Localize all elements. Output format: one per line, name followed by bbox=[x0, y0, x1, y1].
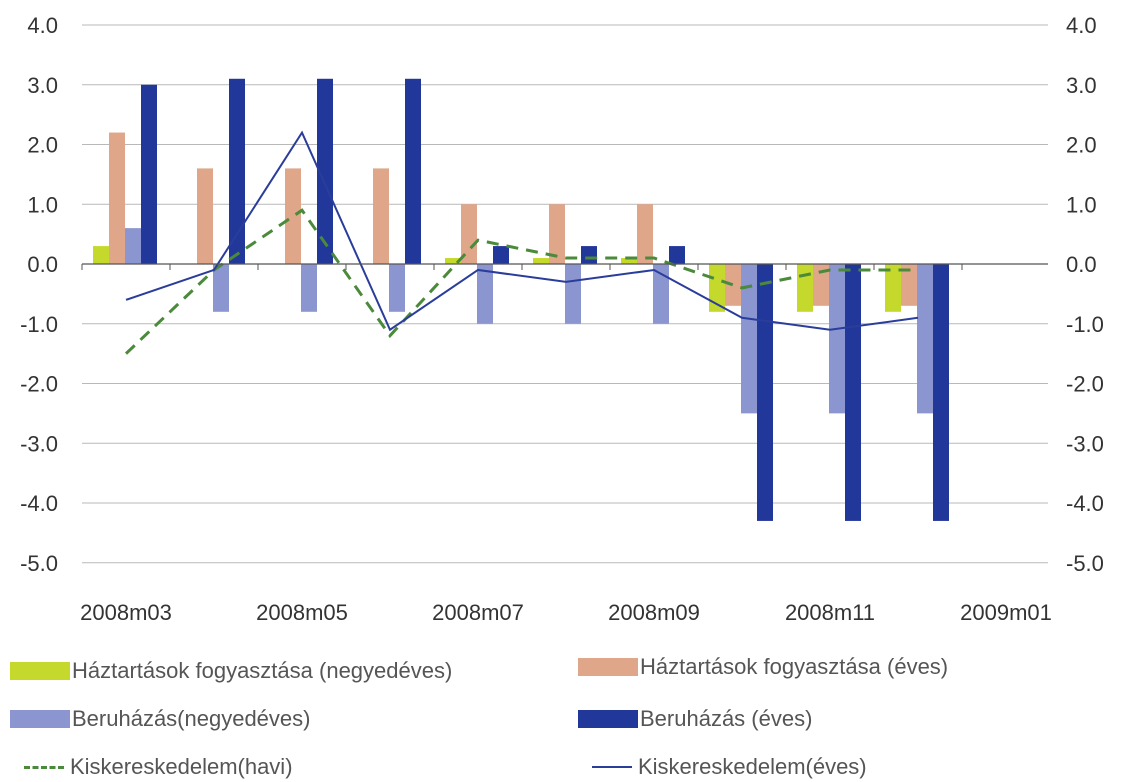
bar bbox=[621, 258, 637, 264]
bar bbox=[725, 264, 741, 306]
x-tick-label: 2008m11 bbox=[785, 600, 875, 625]
bar bbox=[669, 246, 685, 264]
y-tick-label-right: 1.0 bbox=[1066, 192, 1097, 217]
x-tick-label: 2008m03 bbox=[80, 600, 172, 625]
bar bbox=[533, 258, 549, 264]
bar bbox=[549, 204, 565, 264]
y-tick-label-left: 2.0 bbox=[27, 133, 58, 158]
bar bbox=[565, 264, 581, 324]
legend-label: Beruházás(negyedéves) bbox=[72, 706, 311, 731]
x-tick-label: 2008m09 bbox=[608, 600, 700, 625]
legend-item-hf-eves: Háztartások fogyasztása (éves) bbox=[578, 654, 948, 680]
bar bbox=[829, 264, 845, 414]
legend-label: Kiskereskedelem(éves) bbox=[638, 754, 867, 779]
legend-label: Kiskereskedelem(havi) bbox=[70, 754, 293, 779]
y-tick-label-right: 4.0 bbox=[1066, 13, 1097, 38]
y-tick-label-right: 3.0 bbox=[1066, 73, 1097, 98]
legend-swatch bbox=[578, 710, 638, 728]
bar bbox=[229, 78, 245, 265]
bar bbox=[653, 264, 669, 324]
y-axis-left: 4.0 3.0 2.0 1.0 0.0 -1.0 -2.0 -3.0 -4.0 -5.0 bbox=[20, 13, 58, 576]
bar bbox=[493, 246, 509, 264]
legend-label: Beruházás (éves) bbox=[640, 706, 813, 731]
bar bbox=[317, 78, 333, 265]
legend-line bbox=[592, 766, 632, 768]
legend-swatch bbox=[10, 662, 70, 680]
legend-swatch bbox=[578, 658, 638, 676]
chart: 4.0 3.0 2.0 1.0 0.0 -1.0 -2.0 -3.0 -4.0 -5.0 4.0 3… bbox=[20, 13, 1104, 625]
bar bbox=[637, 204, 653, 264]
legend-line bbox=[24, 765, 64, 769]
legend-item-kiskereskedelem-havi: Kiskereskedelem(havi) bbox=[24, 754, 293, 780]
bar bbox=[581, 246, 597, 264]
bar bbox=[285, 168, 301, 264]
y-tick-label-left: 3.0 bbox=[27, 73, 58, 98]
bar bbox=[93, 246, 109, 264]
bar-series bbox=[93, 78, 949, 521]
x-axis-labels: 2008m03 2008m05 2008m07 2008m09 2008m11 2009m… bbox=[80, 600, 1052, 625]
y-tick-label-left: -1.0 bbox=[20, 312, 58, 337]
y-axis-right: 4.0 3.0 2.0 1.0 0.0 -1.0 -2.0 -3.0 -4.0 -5.0 bbox=[1066, 13, 1104, 576]
bar bbox=[885, 264, 901, 312]
legend-label: Háztartások fogyasztása (negyedéves) bbox=[72, 658, 453, 683]
legend-item-beruhazas-negyedeves: Beruházás(negyedéves) bbox=[10, 706, 310, 732]
y-tick-label-left: -3.0 bbox=[20, 431, 58, 456]
bar bbox=[213, 264, 229, 312]
y-tick-label-left: -2.0 bbox=[20, 372, 58, 397]
bar bbox=[197, 168, 213, 264]
y-tick-label-right: -3.0 bbox=[1066, 431, 1104, 456]
line-series bbox=[124, 130, 919, 355]
bar bbox=[933, 264, 949, 521]
bar bbox=[709, 264, 725, 312]
legend-item-hf-negyedeves: Háztartások fogyasztása (negyedéves) bbox=[10, 658, 452, 684]
bar bbox=[917, 264, 933, 414]
y-tick-label-right: 2.0 bbox=[1066, 133, 1097, 158]
bar bbox=[813, 264, 829, 306]
x-axis-ticks bbox=[81, 264, 963, 270]
bar bbox=[461, 204, 477, 264]
legend-item-kiskereskedelem-eves: Kiskereskedelem(éves) bbox=[592, 754, 867, 780]
y-tick-label-left: 1.0 bbox=[27, 192, 58, 217]
y-tick-label-left: 0.0 bbox=[27, 252, 58, 277]
line-kiskereskedelem-havi bbox=[124, 208, 918, 355]
y-tick-label-left: -5.0 bbox=[20, 551, 58, 576]
x-tick-label: 2008m05 bbox=[256, 600, 348, 625]
y-tick-label-right: -2.0 bbox=[1066, 372, 1104, 397]
bar bbox=[477, 264, 493, 324]
y-tick-label-right: -1.0 bbox=[1066, 312, 1104, 337]
bar bbox=[141, 84, 157, 264]
bar bbox=[301, 264, 317, 312]
x-tick-label: 2009m01 bbox=[960, 600, 1052, 625]
y-tick-label-left: -4.0 bbox=[20, 491, 58, 516]
bar bbox=[125, 228, 141, 264]
line-kiskereskedelem-eves bbox=[125, 130, 919, 332]
bar bbox=[109, 132, 125, 264]
bar bbox=[757, 264, 773, 521]
bar bbox=[845, 264, 861, 521]
legend: Háztartások fogyasztása (negyedéves) Ház… bbox=[0, 640, 1122, 782]
legend-label: Háztartások fogyasztása (éves) bbox=[640, 654, 949, 679]
bar bbox=[389, 264, 405, 312]
bar bbox=[373, 168, 389, 264]
bar bbox=[797, 264, 813, 312]
y-tick-label-left: 4.0 bbox=[27, 13, 58, 38]
y-tick-label-right: -5.0 bbox=[1066, 551, 1104, 576]
y-tick-label-right: 0.0 bbox=[1066, 252, 1097, 277]
x-tick-label: 2008m07 bbox=[432, 600, 524, 625]
bar bbox=[741, 264, 757, 414]
legend-item-beruhazas-eves: Beruházás (éves) bbox=[578, 706, 812, 732]
bar bbox=[405, 78, 421, 265]
y-tick-label-right: -4.0 bbox=[1066, 491, 1104, 516]
legend-swatch bbox=[10, 710, 70, 728]
bar bbox=[901, 264, 917, 306]
bar bbox=[445, 258, 461, 264]
